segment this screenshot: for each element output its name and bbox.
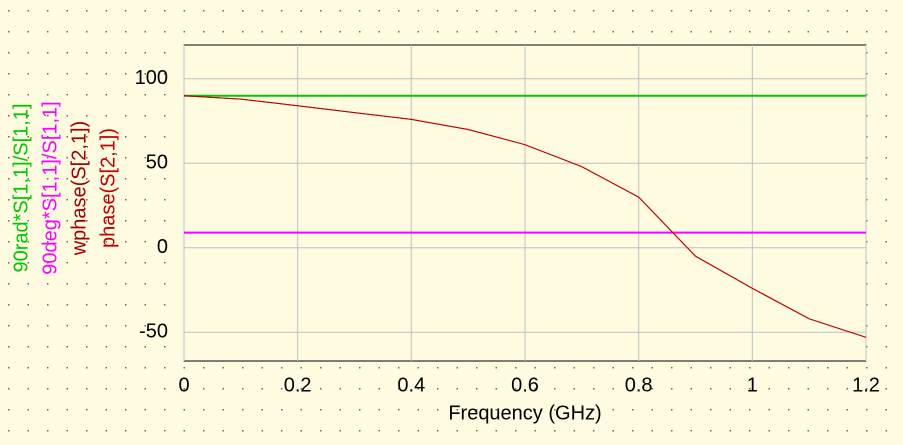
x-tick-label: 1 (747, 374, 758, 396)
x-tick-label: 0.6 (511, 374, 539, 396)
x-axis-label: Frequency (GHz) (448, 402, 601, 424)
legend-label: 90deg*S[1,1]/S[1,1] (39, 101, 61, 274)
y-tick-label: 0 (157, 236, 168, 258)
x-tick-label: 1.2 (852, 374, 880, 396)
series-line (183, 95, 867, 338)
y-tick-label: -50 (139, 321, 168, 343)
x-tick-label: 0.2 (284, 374, 312, 396)
x-tick-label: 0 (178, 374, 189, 396)
x-tick-label: 0.8 (625, 374, 653, 396)
legend-label: 90rad*S[1,1]/S[1,1] (10, 103, 32, 272)
x-tick-label: 0.4 (397, 374, 425, 396)
legend-label: wphase(S[2,1]) (68, 121, 90, 257)
y-tick-label: 100 (135, 67, 168, 89)
y-tick-label: 50 (146, 152, 168, 174)
legend-label: phase(S[2,1]) (97, 128, 119, 248)
